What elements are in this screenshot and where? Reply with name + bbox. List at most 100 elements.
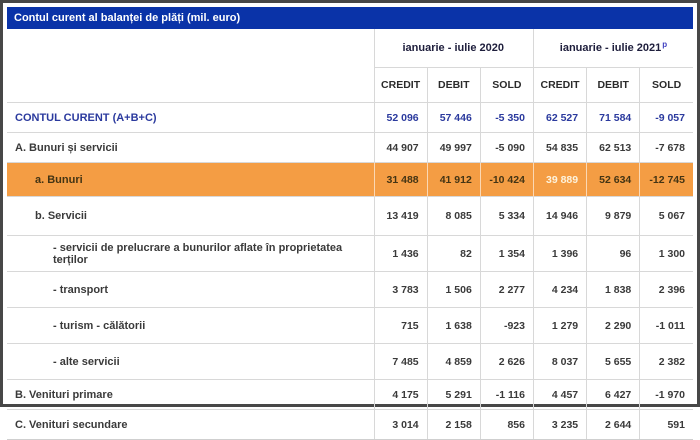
row-label: - alte servicii [7,343,374,380]
value-cell: 14 946 [532,196,587,236]
row-label: - transport [7,271,374,308]
period-header-row: ianuarie - iulie 2020 ianuarie - iulie 2… [7,29,693,103]
table-row: - alte servicii 7 485 4 859 2 626 8 037 5 655… [7,343,693,380]
table-row: - servicii de prelucrare a bunurilor afl… [7,235,693,272]
column-header-credit-2021: CREDIT [532,67,587,103]
value-cell: 62 513 [586,132,640,163]
value-cell: -1 970 [639,379,693,410]
value-cell: 1 638 [426,307,481,344]
row-label: b. Servicii [7,196,374,236]
value-cell: 41 912 [426,162,481,197]
column-header-credit-2020: CREDIT [373,67,428,103]
value-cell: 49 997 [426,132,481,163]
value-cell: 5 291 [426,379,481,410]
value-cell: -10 424 [479,162,534,197]
value-cell: 13 419 [373,196,428,236]
value-cell: -9 057 [639,102,693,133]
period-header-2021: ianuarie - iulie 2021p [532,29,693,68]
value-cell: 715 [373,307,428,344]
value-cell: 591 [639,409,693,440]
column-header-debit-2020: DEBIT [426,67,481,103]
row-label: - turism - călătorii [7,307,374,344]
row-label: - servicii de prelucrare a bunurilor afl… [7,235,374,272]
value-cell: 62 527 [532,102,587,133]
value-cell: 31 488 [373,162,428,197]
value-cell: 6 427 [586,379,640,410]
value-cell: 2 382 [639,343,693,380]
value-cell: 5 334 [479,196,534,236]
corner-cell [7,29,374,103]
value-cell: 1 506 [426,271,481,308]
value-cell: -5 350 [479,102,534,133]
value-cell: 2 626 [479,343,534,380]
row-label: A. Bunuri și servicii [7,132,374,163]
value-cell: 8 085 [426,196,481,236]
value-cell: 1 838 [586,271,640,308]
value-cell: 5 655 [586,343,640,380]
value-cell: 71 584 [586,102,640,133]
value-cell: 1 354 [479,235,534,272]
row-label: B. Venituri primare [7,379,374,410]
table-row: - transport 3 783 1 506 2 277 4 234 1 838 2 39… [7,271,693,308]
table-row: A. Bunuri și servicii 44 907 49 997 -5 090 5… [7,132,693,163]
period-header-2020: ianuarie - iulie 2020 [373,29,534,68]
value-cell: 2 644 [586,409,640,440]
balance-of-payments-table: ianuarie - iulie 2020 ianuarie - iulie 2… [7,29,693,440]
value-cell: 96 [586,235,640,272]
table-row: C. Venituri secundare 3 014 2 158 856 3 235 2… [7,409,693,440]
value-cell: 39 889 [532,162,587,197]
value-cell: 2 158 [426,409,481,440]
value-cell: 52 634 [586,162,640,197]
value-cell: 4 234 [532,271,587,308]
value-cell: 4 175 [373,379,428,410]
value-cell: 1 396 [532,235,587,272]
row-label: C. Venituri secundare [7,409,374,440]
value-cell: 52 096 [373,102,428,133]
column-header-row: CREDIT DEBIT SOLD CREDIT DEBIT SOLD [7,67,693,103]
value-cell: 2 277 [479,271,534,308]
value-cell: 4 457 [532,379,587,410]
row-label: CONTUL CURENT (A+B+C) [7,102,374,133]
value-cell: 1 300 [639,235,693,272]
panel-title: Contul curent al balanței de plăți (mil.… [14,12,241,24]
table-row: - turism - călătorii 715 1 638 -923 1 279 2 2… [7,307,693,344]
period-label: ianuarie - iulie 2020 [402,42,504,54]
value-cell: -1 116 [479,379,534,410]
value-cell: -1 011 [639,307,693,344]
value-cell: 57 446 [426,102,481,133]
value-cell: -923 [479,307,534,344]
provisional-marker: p [662,40,668,49]
value-cell: 4 859 [426,343,481,380]
value-cell: 1 279 [532,307,587,344]
value-cell: -7 678 [639,132,693,163]
value-cell: 3 235 [532,409,587,440]
column-header-sold-2020: SOLD [479,67,534,103]
table-row: B. Venituri primare 4 175 5 291 -1 116 4 457… [7,379,693,410]
value-cell: 2 290 [586,307,640,344]
value-cell: 3 783 [373,271,428,308]
value-cell: 2 396 [639,271,693,308]
title-bar: Contul curent al balanței de plăți (mil.… [7,7,693,29]
table-row: b. Servicii 13 419 8 085 5 334 14 946 9 879 5 … [7,196,693,236]
table-row: a. Bunuri 31 488 41 912 -10 424 39 889 52 634… [7,162,693,197]
column-header-debit-2021: DEBIT [586,67,640,103]
value-cell: 3 014 [373,409,428,440]
column-header-sold-2021: SOLD [639,67,693,103]
value-cell: -12 745 [639,162,693,197]
value-cell: 1 436 [373,235,428,272]
value-cell: -5 090 [479,132,534,163]
value-cell: 82 [426,235,481,272]
value-cell: 8 037 [532,343,587,380]
table-row: CONTUL CURENT (A+B+C) 52 096 57 446 -5 350 6… [7,102,693,133]
table-body: CONTUL CURENT (A+B+C) 52 096 57 446 -5 350 6… [7,102,693,440]
row-label: a. Bunuri [7,162,374,197]
value-cell: 44 907 [373,132,428,163]
value-cell: 9 879 [586,196,640,236]
value-cell: 5 067 [639,196,693,236]
value-cell: 54 835 [532,132,587,163]
value-cell: 7 485 [373,343,428,380]
table-header: ianuarie - iulie 2020 ianuarie - iulie 2… [7,29,693,103]
value-cell: 856 [479,409,534,440]
period-label: ianuarie - iulie 2021 [559,42,662,54]
